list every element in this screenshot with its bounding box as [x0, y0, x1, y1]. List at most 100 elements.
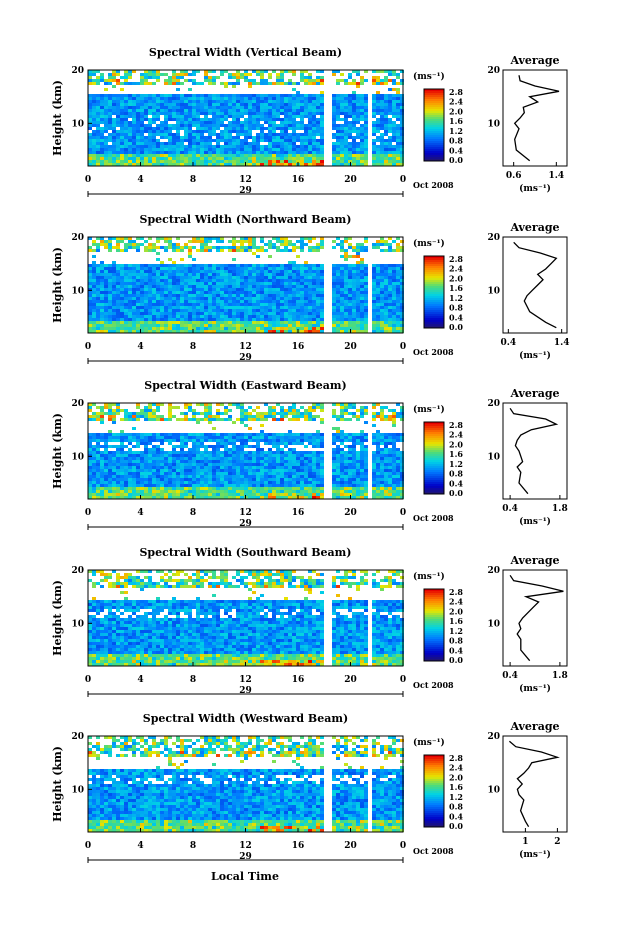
heatmap-cell: [96, 291, 100, 294]
heatmap-cell: [168, 133, 172, 136]
heatmap-cell: [320, 300, 324, 303]
heatmap-cell: [296, 240, 300, 243]
heatmap-cell: [252, 160, 256, 163]
heatmap-cell: [268, 97, 272, 100]
heatmap-cell: [148, 403, 152, 406]
heatmap-cell: [280, 121, 284, 124]
heatmap-cell: [188, 291, 192, 294]
heatmap-cell: [136, 297, 140, 300]
heatmap-cell: [276, 163, 280, 166]
heatmap-cell: [284, 136, 288, 139]
heatmap-cell: [256, 321, 260, 324]
heatmap-cell: [128, 246, 132, 249]
heatmap-cell: [128, 70, 132, 73]
heatmap-cell: [372, 330, 376, 333]
heatmap-cell: [148, 142, 152, 145]
heatmap-cell: [220, 291, 224, 294]
heatmap-cell: [352, 294, 356, 297]
heatmap-cell: [332, 309, 336, 312]
heatmap-cell: [248, 309, 252, 312]
heatmap-cell: [204, 154, 208, 157]
heatmap-cell: [376, 109, 380, 112]
heatmap-cell: [340, 267, 344, 270]
heatmap-cell: [200, 442, 204, 445]
heatmap-cell: [392, 103, 396, 106]
heatmap-cell: [264, 300, 268, 303]
heatmap-cell: [172, 273, 176, 276]
heatmap-cell: [108, 103, 112, 106]
heatmap-cell: [104, 154, 108, 157]
heatmap-cell: [88, 451, 92, 454]
heatmap-cell: [196, 103, 200, 106]
heatmap-cell: [132, 70, 136, 73]
heatmap-cell: [200, 418, 204, 421]
heatmap-cell: [112, 130, 116, 133]
heatmap-cell: [152, 130, 156, 133]
heatmap-cell: [300, 139, 304, 142]
heatmap-cell: [312, 433, 316, 436]
heatmap-cell: [392, 136, 396, 139]
heatmap-cell: [304, 261, 308, 264]
heatmap-cell: [340, 264, 344, 267]
heatmap-cell: [104, 315, 108, 318]
heatmap-cell: [400, 163, 404, 166]
heatmap-cell: [372, 415, 376, 418]
heatmap-cell: [208, 109, 212, 112]
heatmap-cell: [224, 103, 228, 106]
heatmap-cell: [284, 115, 288, 118]
heatmap-cell: [288, 106, 292, 109]
heatmap-cell: [120, 106, 124, 109]
heatmap-cell: [92, 103, 96, 106]
heatmap-cell: [156, 318, 160, 321]
heatmap-cell: [236, 103, 240, 106]
heatmap-cell: [100, 240, 104, 243]
heatmap-cell: [308, 237, 312, 240]
heatmap-cell: [384, 109, 388, 112]
heatmap-cell: [92, 73, 96, 76]
heatmap-cell: [88, 454, 92, 457]
heatmap-cell: [380, 297, 384, 300]
heatmap-cell: [372, 151, 376, 154]
heatmap-cell: [208, 76, 212, 79]
heatmap-cell: [384, 442, 388, 445]
heatmap-cell: [332, 300, 336, 303]
heatmap-cell: [332, 306, 336, 309]
heatmap-cell: [292, 297, 296, 300]
heatmap-cell: [316, 403, 320, 406]
heatmap-cell: [364, 327, 368, 330]
heatmap-cell: [104, 121, 108, 124]
heatmap-cell: [336, 303, 340, 306]
heatmap-cell: [236, 406, 240, 409]
heatmap-cell: [144, 79, 148, 82]
heatmap-cell: [88, 288, 92, 291]
heatmap-cell: [204, 303, 208, 306]
heatmap-cell: [192, 163, 196, 166]
heatmap-cell: [244, 306, 248, 309]
heatmap-cell: [232, 112, 236, 115]
heatmap: [88, 403, 404, 499]
heatmap-cell: [392, 412, 396, 415]
heatmap-cell: [112, 148, 116, 151]
heatmap-cell: [172, 297, 176, 300]
heatmap-cell: [296, 415, 300, 418]
heatmap-cell: [224, 154, 228, 157]
heatmap-cell: [392, 151, 396, 154]
heatmap-cell: [188, 115, 192, 118]
heatmap-cell: [304, 97, 308, 100]
heatmap-cell: [284, 309, 288, 312]
heatmap-cell: [164, 418, 168, 421]
heatmap-cell: [156, 324, 160, 327]
heatmap-cell: [220, 270, 224, 273]
heatmap-cell: [140, 145, 144, 148]
heatmap-cell: [352, 264, 356, 267]
heatmap-cell: [276, 327, 280, 330]
heatmap-cell: [224, 442, 228, 445]
heatmap-cell: [244, 315, 248, 318]
heatmap-cell: [272, 237, 276, 240]
heatmap-cell: [228, 246, 232, 249]
heatmap-cell: [208, 273, 212, 276]
heatmap-cell: [352, 270, 356, 273]
heatmap-cell: [264, 436, 268, 439]
heatmap-cell: [96, 315, 100, 318]
heatmap-cell: [268, 300, 272, 303]
